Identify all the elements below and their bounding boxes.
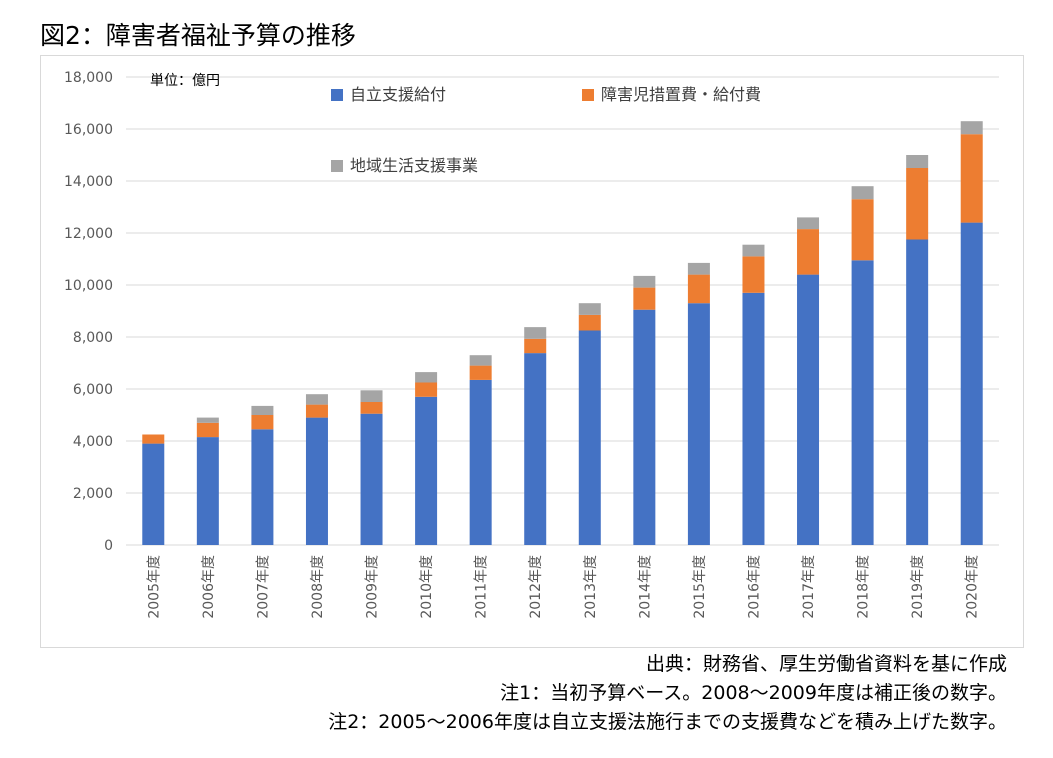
x-tick-label: 2010年度 [419,555,435,619]
bar-segment-shogaiji [960,134,983,223]
x-tick-label: 2011年度 [474,555,490,619]
x-tick-label: 2005年度 [146,555,162,619]
bar-segment-chiiki [196,417,219,423]
x-tick-label: 2014年度 [637,555,653,619]
x-tick-label: 2006年度 [201,555,217,619]
legend-swatch [582,89,594,101]
unit-label: 単位：億円 [150,73,220,89]
bar-segment-chiiki [687,262,710,275]
bar-segment-shogaiji [906,168,929,240]
bar-segment-chiiki [415,372,438,383]
x-tick-labels: 2005年度 2006年度 2007年度 2008年度 2009年度 2010年度 2011… [146,555,980,619]
bar-segment-chiiki [360,390,383,402]
bar-segment-shogaiji [851,199,874,261]
stacked-bar-chart: 0 2,000 4,000 6,000 8,000 10,000 12,000 14,000 1… [64,70,999,619]
bar-segment-jiritsu [906,239,929,545]
bar-segment-chiiki [524,327,547,339]
bar-segment-shogaiji [251,415,274,430]
y-tick-label: 6,000 [73,382,113,398]
bar-segment-shogaiji [524,338,547,354]
x-tick-label: 2007年度 [255,555,271,619]
bar-segment-shogaiji [360,402,383,414]
bar-segment-chiiki [305,394,328,405]
note-source: 出典：財務省、厚生労働省資料を基に作成 [645,653,1007,675]
bar-segment-chiiki [469,355,492,366]
bar-segment-jiritsu [742,292,765,545]
y-tick-label: 18,000 [64,70,113,86]
legend-swatch [331,160,343,172]
bar-segment-jiritsu [305,417,328,545]
bar-segment-shogaiji [578,314,601,331]
bar-segment-jiritsu [415,396,438,545]
x-tick-label: 2015年度 [692,555,708,619]
bar-segment-shogaiji [196,422,219,438]
bar-segment-chiiki [797,217,820,230]
figure-title: 図2：障害者福祉予算の推移 [40,21,356,50]
y-tick-label: 4,000 [73,434,113,450]
notes: 出典：財務省、厚生労働省資料を基に作成 注1：当初予算ベース。2008～2009… [328,650,1007,737]
bar-segment-jiritsu [524,353,547,545]
bar-segment-jiritsu [633,309,656,545]
bar-segment-jiritsu [687,303,710,545]
x-tick-label: 2019年度 [910,555,926,619]
bar-segment-chiiki [633,275,656,288]
x-tick-label: 2017年度 [801,555,817,619]
bar-segment-jiritsu [960,222,983,545]
y-tick-label: 16,000 [64,122,113,138]
x-tick-label: 2013年度 [583,555,599,619]
legend-label: 自立支援給付 [350,85,446,104]
bar-segment-jiritsu [196,437,219,545]
bar-segment-shogaiji [469,365,492,380]
bar-segment-jiritsu [251,429,274,545]
x-tick-label: 2012年度 [528,555,544,619]
bar-segment-shogaiji [142,434,165,444]
bar-segment-jiritsu [578,330,601,545]
legend-swatch [331,89,343,101]
y-tick-label: 10,000 [64,278,113,294]
bar-segment-shogaiji [305,404,328,418]
y-tick-label: 0 [104,538,113,554]
bar-segment-chiiki [251,405,274,415]
x-tick-label: 2018年度 [856,555,872,619]
bar-segment-shogaiji [633,287,656,310]
x-tick-label: 2008年度 [310,555,326,619]
y-tick-label: 8,000 [73,330,113,346]
x-tick-label: 2009年度 [365,555,381,619]
bar-segment-chiiki [578,303,601,315]
bar-segment-shogaiji [687,274,710,304]
bar-segment-chiiki [960,121,983,135]
bar-segment-jiritsu [851,260,874,545]
bar-segment-chiiki [851,186,874,200]
legend-label: 地域生活支援事業 [350,156,478,175]
legend-label: 障害児措置費・給付費 [601,85,761,104]
bar-segment-jiritsu [469,379,492,545]
y-tick-label: 12,000 [64,226,113,242]
bar-segment-chiiki [742,244,765,257]
bar-segment-shogaiji [415,382,438,397]
y-tick-labels: 0 2,000 4,000 6,000 8,000 10,000 12,000 14,000 1… [64,70,113,554]
note-1: 注1：当初予算ベース。2008～2009年度は補正後の数字。 [500,682,1007,704]
note-2: 注2：2005～2006年度は自立支援法施行までの支援費などを積み上げた数字。 [328,711,1007,733]
bar-segment-jiritsu [797,274,820,545]
bar-segment-chiiki [906,155,929,168]
bar-segment-jiritsu [142,443,165,545]
bar-segment-shogaiji [797,229,820,275]
bars [142,121,983,545]
x-tick-label: 2020年度 [965,555,981,619]
bar-segment-jiritsu [360,413,383,545]
chart-frame: 0 2,000 4,000 6,000 8,000 10,000 12,000 14,000 1… [40,55,1024,648]
x-tick-label: 2016年度 [746,555,762,619]
y-tick-label: 14,000 [64,174,113,190]
y-tick-label: 2,000 [73,486,113,502]
bar-segment-shogaiji [742,256,765,293]
